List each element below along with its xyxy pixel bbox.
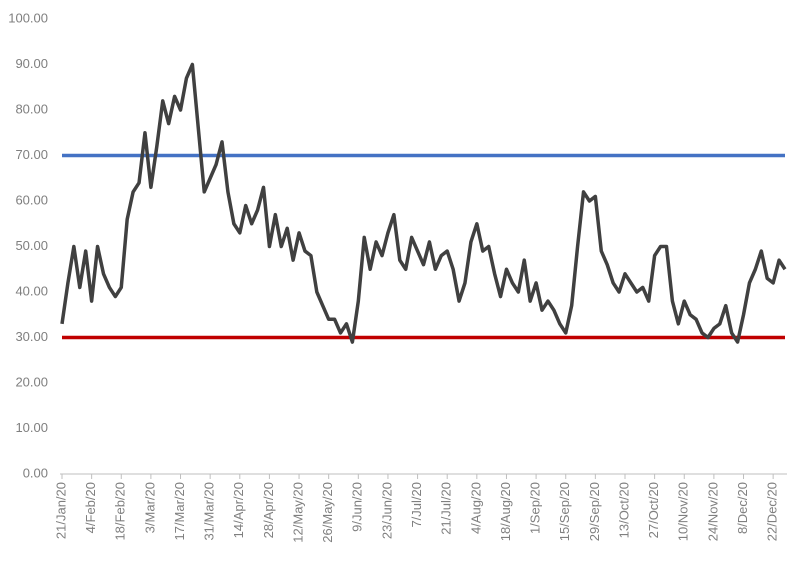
x-tick-label: 15/Sep/20	[557, 482, 572, 541]
x-tick-label: 21/Jul/20	[439, 482, 454, 535]
x-tick-label: 13/Oct/20	[616, 482, 631, 538]
y-tick-label: 10.00	[15, 420, 48, 435]
x-tick-label: 23/Jun/20	[379, 482, 394, 539]
y-tick-label: 80.00	[15, 101, 48, 116]
x-tick-label: 14/Apr/20	[231, 482, 246, 538]
x-tick-label: 7/Jul/20	[409, 482, 424, 528]
x-tick-label: 3/Mar/20	[142, 482, 157, 533]
y-tick-label: 90.00	[15, 56, 48, 71]
x-tick-label: 26/May/20	[320, 482, 335, 543]
x-tick-label: 21/Jan/20	[53, 482, 68, 539]
x-tick-label: 4/Aug/20	[468, 482, 483, 534]
x-tick-label: 4/Feb/20	[83, 482, 98, 533]
x-tick-label: 24/Nov/20	[705, 482, 720, 541]
x-tick-label: 29/Sep/20	[587, 482, 602, 541]
x-tick-label: 17/Mar/20	[172, 482, 187, 541]
y-tick-label: 20.00	[15, 374, 48, 389]
y-tick-label: 40.00	[15, 283, 48, 298]
x-tick-label: 18/Aug/20	[498, 482, 513, 541]
y-tick-label: 30.00	[15, 329, 48, 344]
y-tick-label: 100.00	[8, 10, 48, 25]
x-tick-label: 1/Sep/20	[528, 482, 543, 534]
x-tick-label: 12/May/20	[290, 482, 305, 543]
x-tick-label: 8/Dec/20	[735, 482, 750, 534]
x-tick-label: 28/Apr/20	[261, 482, 276, 538]
x-tick-label: 9/Jun/20	[350, 482, 365, 532]
x-tick-label: 31/Mar/20	[202, 482, 217, 541]
y-tick-label: 70.00	[15, 147, 48, 162]
series-line	[60, 62, 787, 344]
x-tick-label: 27/Oct/20	[646, 482, 661, 538]
y-tick-label: 0.00	[23, 465, 48, 480]
x-tick-label: 22/Dec/20	[765, 482, 780, 541]
y-tick-label: 60.00	[15, 192, 48, 207]
x-tick-label: 18/Feb/20	[113, 482, 128, 541]
y-tick-label: 50.00	[15, 238, 48, 253]
x-tick-label: 10/Nov/20	[676, 482, 691, 541]
